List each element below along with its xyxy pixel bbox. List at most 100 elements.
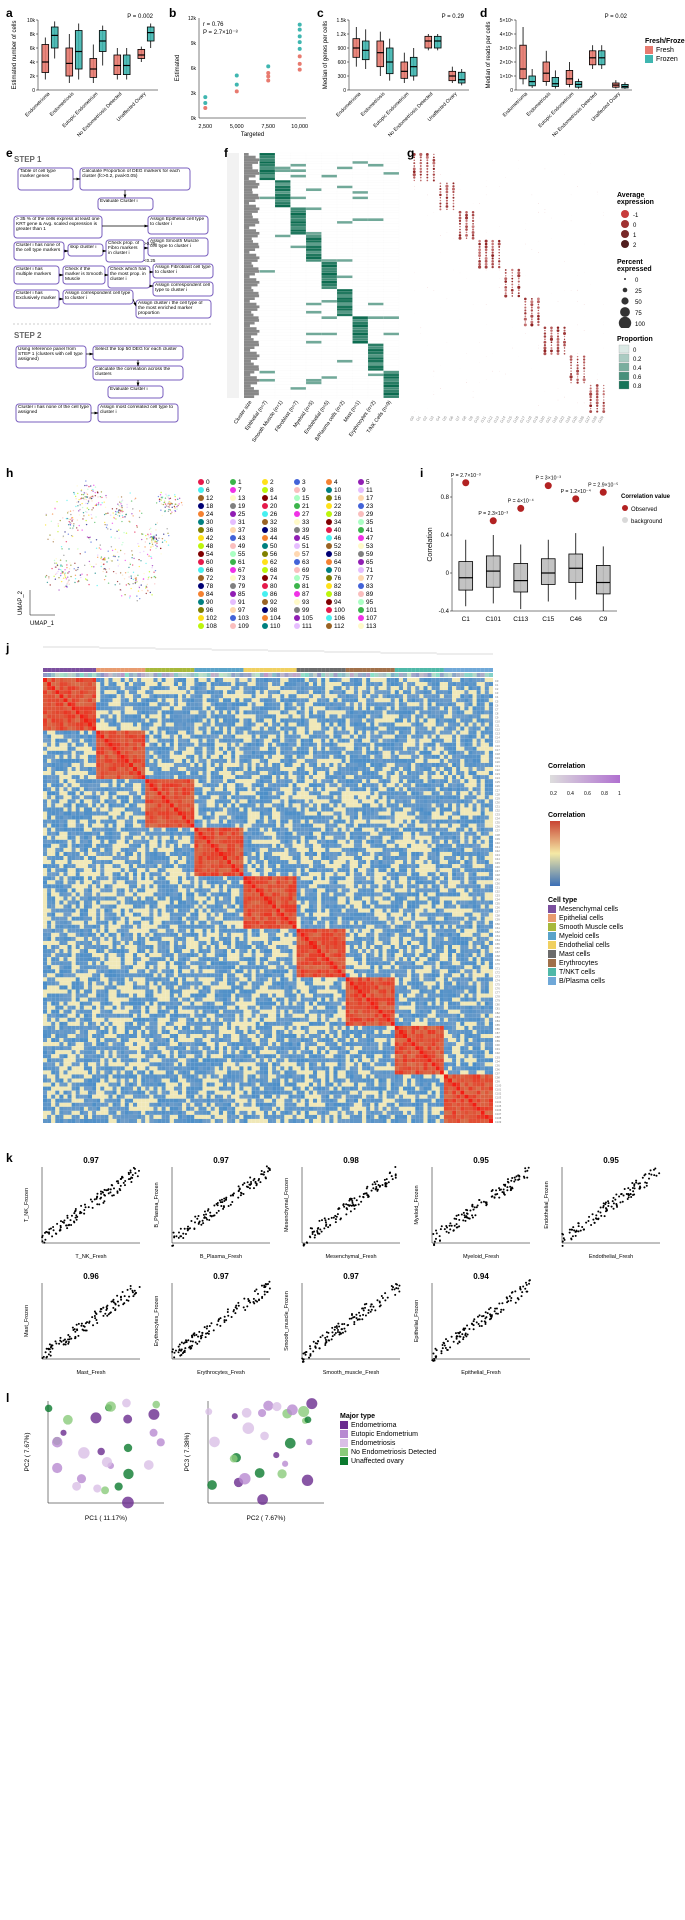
svg-text:C16: C16 [495,744,500,748]
svg-text:C12: C12 [495,728,500,732]
svg-text:2×10⁵: 2×10⁵ [500,60,513,66]
svg-text:C8: C8 [495,711,499,715]
svg-text:C15: C15 [495,740,500,744]
label-e: e [6,146,13,160]
svg-text:B/Plasma cells (n=2): B/Plasma cells (n=2) [314,399,346,442]
svg-text:C15: C15 [542,616,554,623]
panel-c: c 03006009001.2k1.5kMedian of genes per … [319,8,474,138]
svg-text:3×10⁵: 3×10⁵ [500,46,513,52]
svg-text:-0.4: -0.4 [439,609,450,615]
svg-text:4k: 4k [30,60,36,66]
svg-text:C10: C10 [495,720,500,724]
svg-text:C5: C5 [495,699,499,703]
label-i: i [420,466,423,480]
svg-text:C6: C6 [495,703,499,707]
svg-text:0: 0 [446,571,450,577]
svg-text:P = 4×10⁻⁴: P = 4×10⁻⁴ [508,498,534,504]
panel-j: j C0C1C2C3C4C5C6C7C8C9C10C11C12C13C14C15… [8,643,677,1143]
svg-text:0: 0 [633,223,637,229]
svg-text:STEP 1: STEP 1 [14,155,42,164]
label-c: c [317,6,324,20]
label-d: d [480,6,487,20]
svg-text:G4: G4 [435,416,441,422]
panel-d: d 01×10⁵2×10⁵3×10⁵4×10⁵5×10⁵Median of re… [482,8,637,138]
label-a: a [6,6,13,20]
svg-text:C20: C20 [495,760,500,764]
svg-text:P = 0.002: P = 0.002 [127,14,153,20]
svg-text:Median of genes per cells: Median of genes per cells [323,21,329,89]
svg-text:C7: C7 [495,707,499,711]
svg-text:G29: G29 [598,416,605,424]
svg-text:-1: -1 [633,213,639,219]
panel-h: h UMAP_1UMAP_2 0123456789101112131415161… [8,468,414,633]
svg-text:Endometrioma: Endometrioma [24,91,51,118]
svg-text:C14: C14 [495,736,500,740]
panel-b: b 2,5005,0007,50010,0000k3k6k9k12kEstima… [171,8,311,138]
label-g: g [407,146,414,160]
svg-text:0.4: 0.4 [441,533,450,539]
svg-text:P = 2.9×10⁻⁵: P = 2.9×10⁻⁵ [588,482,618,488]
svg-text:7,500: 7,500 [261,124,275,130]
svg-text:0.8: 0.8 [633,384,642,390]
svg-text:9k: 9k [191,41,197,47]
svg-text:300: 300 [338,74,347,80]
svg-text:C9: C9 [495,715,499,719]
svg-text:G10: G10 [473,416,480,424]
svg-text:0.2: 0.2 [633,357,642,363]
panel-g: g G0G1G2G3G4G5G6G7G8G9G10G11G12G13G14G15… [409,148,609,458]
svg-text:Median of reads per cells: Median of reads per cells [486,21,492,88]
svg-text:background: background [631,519,662,525]
svg-text:P = 2.7×10⁻⁸: P = 2.7×10⁻⁸ [203,29,238,36]
svg-text:0.8: 0.8 [441,495,450,501]
svg-text:G8: G8 [461,416,467,422]
svg-text:P = 1.2×10⁻⁴: P = 1.2×10⁻⁴ [561,489,591,495]
svg-text:Endometrioma: Endometrioma [335,91,362,118]
svg-text:75: 75 [635,311,642,317]
svg-text:5,000: 5,000 [230,124,244,130]
svg-text:2k: 2k [30,74,36,80]
svg-text:G1: G1 [416,416,422,422]
svg-text:G7: G7 [455,416,461,422]
svg-text:C4: C4 [495,695,499,699]
svg-text:0: 0 [32,88,35,94]
svg-text:r = 0.76: r = 0.76 [203,22,224,28]
svg-text:UMAP_2: UMAP_2 [18,590,24,615]
svg-text:C19: C19 [495,756,500,760]
svg-text:6k: 6k [30,46,36,52]
svg-text:No Endometriosis Detected: No Endometriosis Detected [387,91,434,138]
label-b: b [169,6,176,20]
svg-text:C11: C11 [495,724,500,728]
svg-text:0: 0 [343,88,346,94]
label-l: l [6,1391,9,1405]
svg-text:G0: G0 [409,416,415,422]
svg-text:10k: 10k [27,18,36,24]
svg-text:Correlation value: Correlation value [621,494,671,500]
svg-text:P = 0.29: P = 0.29 [442,14,465,20]
svg-text:3k: 3k [191,91,197,97]
svg-text:100: 100 [635,322,646,328]
svg-text:P = 3×10⁻³: P = 3×10⁻³ [536,476,562,482]
svg-text:No Endometriosis Detected: No Endometriosis Detected [551,91,598,138]
svg-text:C3: C3 [495,691,499,695]
svg-text:C9: C9 [599,616,608,623]
panel-a: a 02k4k6k8k10kEstimated number of cellsP… [8,8,163,138]
svg-text:C0: C0 [495,679,499,683]
svg-text:G2: G2 [422,416,428,422]
panel-i: i -0.400.40.8CorrelationP = 2.7×10⁻³C1P … [422,468,677,633]
svg-text:P = 0.02: P = 0.02 [605,14,628,20]
svg-text:0.6: 0.6 [633,375,642,381]
panel-k: k 0.97T_NK_FreshT_NK_Frozen0.97B_Plasma_… [8,1153,677,1383]
svg-text:Estimated number of cells: Estimated number of cells [12,20,18,89]
svg-text:G3: G3 [429,416,435,422]
svg-text:5×10⁵: 5×10⁵ [500,18,513,24]
svg-text:No Endometriosis Detected: No Endometriosis Detected [76,91,123,138]
svg-text:6k: 6k [191,66,197,72]
svg-text:600: 600 [338,60,347,66]
svg-text:P = 2.3×10⁻³: P = 2.3×10⁻³ [478,511,508,517]
label-f: f [224,146,228,160]
svg-text:G6: G6 [448,416,454,422]
svg-text:Correlation: Correlation [427,527,434,561]
svg-text:UMAP_1: UMAP_1 [30,621,55,627]
svg-text:12k: 12k [188,16,197,22]
svg-text:10,000: 10,000 [291,124,308,130]
